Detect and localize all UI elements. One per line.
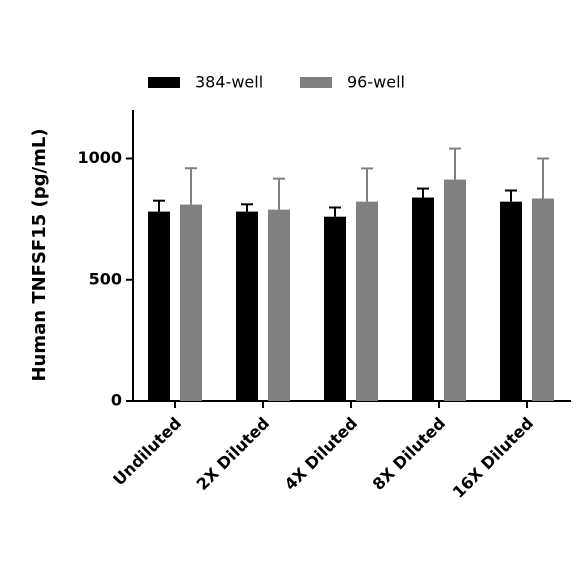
bar — [236, 211, 258, 401]
bar — [356, 201, 378, 401]
x-tick-label: 16X Diluted — [449, 414, 537, 502]
x-tick-label: 4X Diluted — [281, 414, 361, 494]
legend-swatch — [300, 77, 332, 88]
bar — [500, 201, 522, 401]
legend-label: 384-well — [195, 73, 263, 92]
bar — [444, 179, 466, 401]
bar — [268, 209, 290, 401]
y-tick-label: 500 — [89, 269, 122, 288]
bar — [532, 198, 554, 401]
legend-swatch — [148, 77, 180, 88]
bar — [324, 216, 346, 401]
legend-label: 96-well — [347, 73, 405, 92]
x-tick-label: Undiluted — [109, 414, 185, 490]
x-tick-label: 2X Diluted — [193, 414, 273, 494]
bar — [148, 211, 170, 401]
bar — [180, 204, 202, 401]
y-tick-label: 0 — [111, 391, 122, 410]
x-tick-label: 8X Diluted — [369, 414, 449, 494]
bar — [412, 197, 434, 401]
y-axis-label: Human TNFSF15 (pg/mL) — [29, 128, 50, 381]
y-tick-label: 1000 — [77, 148, 122, 167]
